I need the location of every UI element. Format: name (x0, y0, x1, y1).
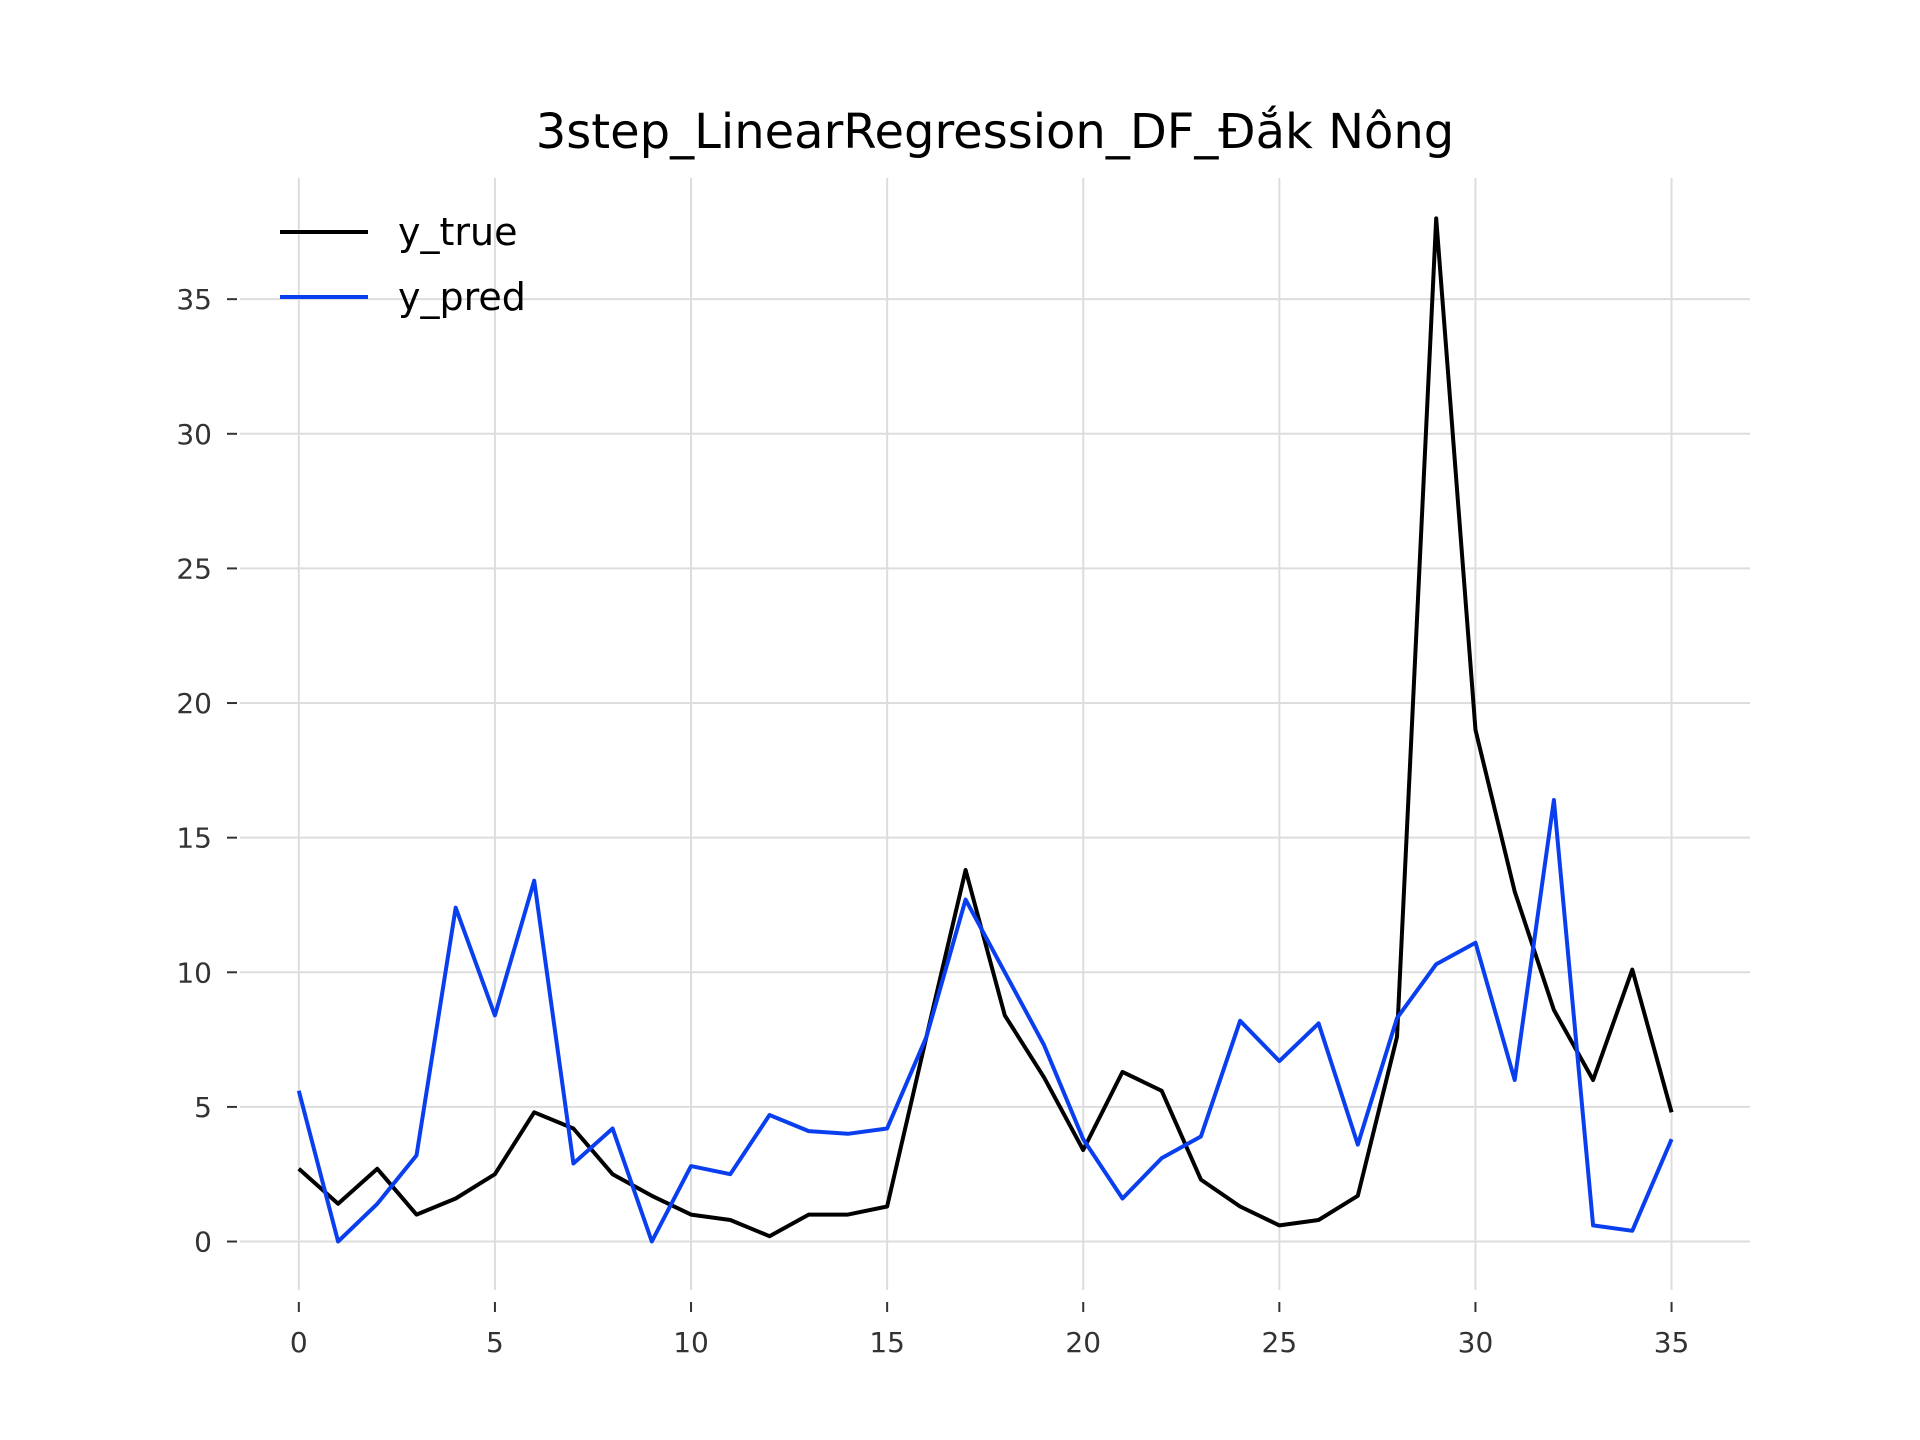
y-tick-label: 25 (176, 552, 212, 585)
axes: 0 5 10 15 20 25 30 35 0 5 10 15 20 25 30 35 (176, 283, 1689, 1359)
x-tick-label: 20 (1065, 1326, 1101, 1359)
x-tick-label: 15 (869, 1326, 905, 1359)
x-tick-label: 5 (486, 1326, 504, 1359)
x-tick-label: 35 (1654, 1326, 1690, 1359)
plot-series (296, 216, 1674, 1244)
y-tick-label: 35 (176, 283, 212, 316)
series-line-y-true (297, 216, 1674, 1239)
chart-title: 3step_LinearRegression_DF_Đắk Nông (536, 104, 1455, 160)
grid (240, 178, 1750, 1290)
series-line-y-pred (296, 798, 1674, 1244)
y-tick-label: 20 (176, 687, 212, 720)
legend-label-y-true: y_true (398, 210, 517, 254)
legend: y_true y_pred (280, 210, 526, 319)
x-tick-label: 25 (1262, 1326, 1298, 1359)
x-tick-label: 10 (673, 1326, 709, 1359)
y-tick-label: 5 (194, 1091, 212, 1124)
x-tick-label: 30 (1458, 1326, 1494, 1359)
x-tick-label: 0 (290, 1326, 308, 1359)
legend-label-y-pred: y_pred (398, 275, 526, 319)
y-tick-label: 15 (176, 822, 212, 855)
y-tick-label: 30 (176, 418, 212, 451)
y-tick-label: 10 (176, 956, 212, 989)
y-tick-label: 0 (194, 1226, 212, 1259)
